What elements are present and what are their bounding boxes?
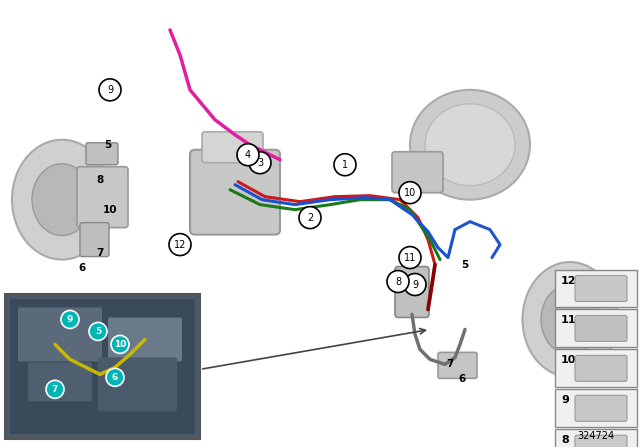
- Text: 7: 7: [446, 359, 454, 370]
- FancyBboxPatch shape: [10, 300, 195, 434]
- Text: 324724: 324724: [577, 431, 614, 441]
- Text: 10: 10: [114, 340, 126, 349]
- Circle shape: [299, 207, 321, 228]
- FancyBboxPatch shape: [575, 395, 627, 421]
- Text: 9: 9: [67, 315, 73, 324]
- FancyBboxPatch shape: [555, 389, 637, 427]
- FancyBboxPatch shape: [575, 315, 627, 341]
- FancyBboxPatch shape: [77, 167, 128, 228]
- Text: 10: 10: [103, 205, 117, 215]
- FancyBboxPatch shape: [86, 143, 118, 165]
- FancyBboxPatch shape: [80, 223, 109, 257]
- Text: 5: 5: [104, 140, 111, 150]
- Text: 12: 12: [174, 240, 186, 250]
- Circle shape: [387, 271, 409, 293]
- FancyBboxPatch shape: [438, 353, 477, 379]
- Text: 11: 11: [561, 315, 577, 325]
- Ellipse shape: [12, 140, 112, 259]
- Ellipse shape: [541, 284, 599, 354]
- FancyBboxPatch shape: [555, 429, 637, 448]
- Text: 8: 8: [97, 175, 104, 185]
- FancyBboxPatch shape: [5, 294, 200, 439]
- Text: 8: 8: [395, 276, 401, 287]
- Text: 3: 3: [257, 158, 263, 168]
- Circle shape: [99, 79, 121, 101]
- FancyBboxPatch shape: [555, 310, 637, 347]
- Circle shape: [249, 152, 271, 174]
- FancyBboxPatch shape: [190, 150, 280, 235]
- Text: 9: 9: [107, 85, 113, 95]
- Circle shape: [106, 368, 124, 386]
- Ellipse shape: [522, 262, 618, 377]
- Circle shape: [237, 144, 259, 166]
- Text: 5: 5: [461, 259, 468, 270]
- FancyBboxPatch shape: [395, 267, 429, 318]
- FancyBboxPatch shape: [18, 307, 102, 362]
- Text: 5: 5: [95, 327, 101, 336]
- Circle shape: [399, 182, 421, 204]
- Text: 10: 10: [561, 355, 577, 366]
- Text: 1: 1: [342, 160, 348, 170]
- FancyBboxPatch shape: [555, 349, 637, 388]
- Text: 9: 9: [412, 280, 418, 289]
- FancyBboxPatch shape: [98, 358, 177, 411]
- Circle shape: [334, 154, 356, 176]
- Circle shape: [89, 323, 107, 340]
- Text: 6: 6: [112, 373, 118, 382]
- Text: 7: 7: [96, 248, 104, 258]
- Text: 6: 6: [458, 375, 466, 384]
- FancyBboxPatch shape: [392, 152, 443, 193]
- Ellipse shape: [32, 164, 92, 236]
- FancyBboxPatch shape: [555, 270, 637, 307]
- Circle shape: [111, 336, 129, 353]
- Text: 9: 9: [561, 395, 569, 405]
- Text: 2: 2: [307, 213, 313, 223]
- Ellipse shape: [425, 104, 515, 185]
- Circle shape: [169, 233, 191, 255]
- FancyBboxPatch shape: [28, 362, 92, 401]
- FancyBboxPatch shape: [202, 132, 263, 163]
- Circle shape: [61, 310, 79, 328]
- Text: 8: 8: [561, 435, 569, 445]
- FancyBboxPatch shape: [575, 435, 627, 448]
- Ellipse shape: [410, 90, 530, 200]
- Text: 11: 11: [404, 253, 416, 263]
- Circle shape: [404, 274, 426, 296]
- Circle shape: [46, 380, 64, 398]
- Text: 12: 12: [561, 276, 577, 285]
- Text: 6: 6: [78, 263, 86, 272]
- Text: 10: 10: [404, 188, 416, 198]
- FancyBboxPatch shape: [575, 276, 627, 302]
- FancyBboxPatch shape: [108, 318, 182, 362]
- FancyBboxPatch shape: [575, 355, 627, 381]
- Text: 4: 4: [245, 150, 251, 160]
- Circle shape: [399, 246, 421, 268]
- Text: 7: 7: [52, 385, 58, 394]
